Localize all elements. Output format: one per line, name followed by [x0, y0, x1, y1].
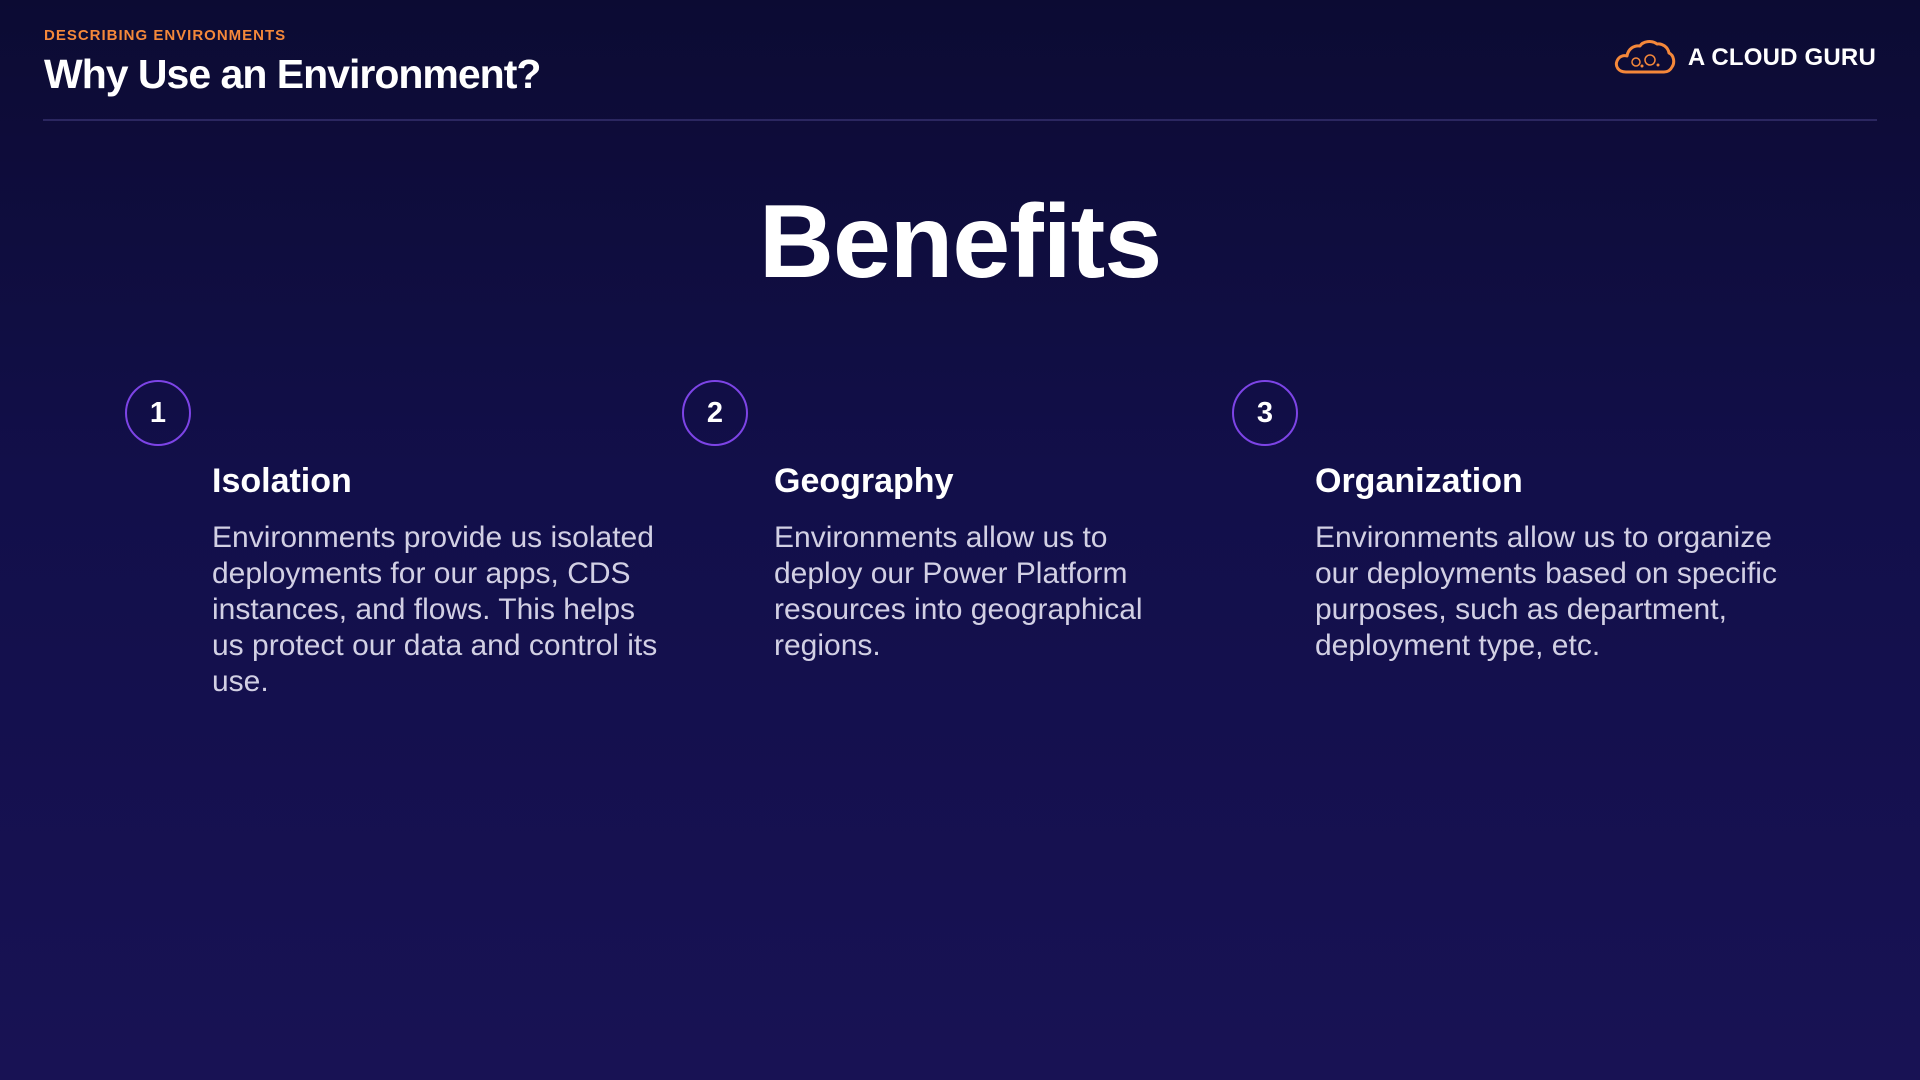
- benefit-title: Geography: [774, 462, 954, 500]
- section-label: DESCRIBING ENVIRONMENTS: [44, 27, 287, 44]
- benefit-description: Environments provide us isolated deploym…: [212, 521, 658, 698]
- benefit-content: Geography Environments allow us to deplo…: [774, 460, 1194, 664]
- brand-name: A CLOUD GURU: [1687, 44, 1876, 71]
- benefit-description: Environments allow us to organize our de…: [1315, 521, 1777, 662]
- benefit-title: Isolation: [212, 462, 352, 500]
- number-badge: 1: [125, 380, 191, 446]
- number-badge: 3: [1232, 380, 1298, 446]
- slide-title: Why Use an Environment?: [44, 51, 541, 97]
- benefit-title: Organization: [1315, 462, 1523, 500]
- header-divider: [43, 119, 1877, 121]
- cloud-icon: [1614, 40, 1676, 74]
- slide-header: DESCRIBING ENVIRONMENTS Why Use an Envir…: [44, 26, 541, 100]
- benefit-description: Environments allow us to deploy our Powe…: [774, 521, 1143, 662]
- benefit-content: Isolation Environments provide us isolat…: [212, 460, 672, 700]
- brand-logo: A CLOUD GURU: [1612, 38, 1876, 78]
- benefit-content: Organization Environments allow us to or…: [1315, 460, 1805, 664]
- benefits-heading: Benefits: [758, 184, 1162, 300]
- number-badge: 2: [682, 380, 748, 446]
